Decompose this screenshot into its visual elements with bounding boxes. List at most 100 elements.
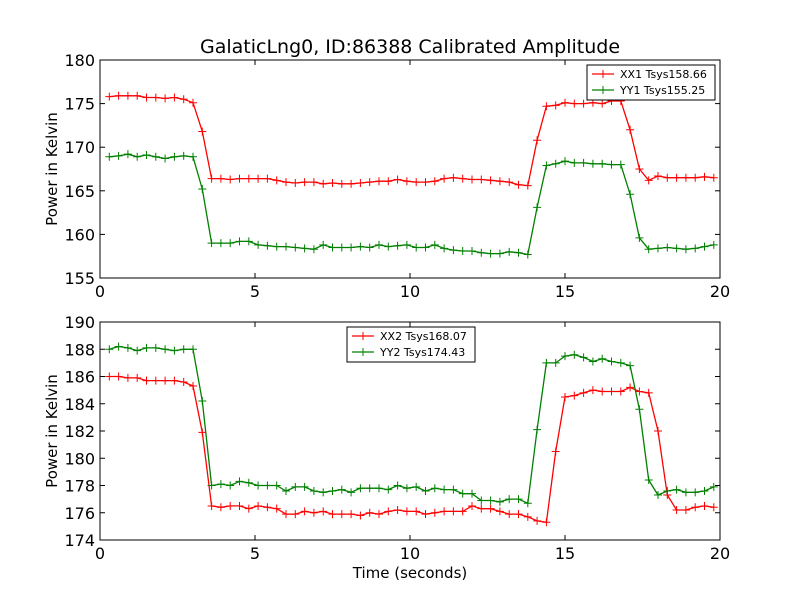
y-tick-label: 190 — [64, 313, 95, 332]
data-point — [430, 484, 439, 493]
data-point — [598, 99, 607, 108]
data-point — [477, 504, 486, 513]
data-point — [207, 239, 216, 248]
data-point — [561, 157, 569, 166]
x-tick-label: 15 — [555, 544, 575, 563]
data-point — [663, 486, 672, 495]
data-point — [142, 151, 151, 160]
data-point — [337, 485, 346, 494]
data-point — [356, 511, 365, 520]
data-point — [384, 177, 393, 186]
x-tick-label: 0 — [95, 544, 105, 563]
data-point — [681, 245, 690, 254]
data-point — [291, 178, 300, 187]
data-point — [681, 488, 690, 497]
data-point — [440, 244, 449, 253]
data-point — [588, 386, 597, 395]
data-point — [635, 233, 644, 242]
data-point — [263, 503, 272, 512]
legend: XX1 Tsys158.66 YY1 Tsys155.25 — [586, 64, 716, 101]
data-point — [272, 481, 281, 490]
data-point — [235, 477, 244, 486]
data-point — [254, 501, 263, 510]
data-point — [151, 343, 160, 352]
data-point — [551, 447, 560, 456]
data-point — [505, 178, 514, 187]
data-point — [672, 485, 681, 494]
data-point — [244, 504, 253, 513]
data-point — [142, 343, 151, 352]
data-point — [654, 171, 662, 180]
data-point — [282, 510, 290, 519]
data-point — [691, 244, 700, 253]
data-point — [663, 243, 672, 252]
data-point — [337, 179, 346, 188]
data-point — [114, 342, 123, 351]
data-point — [235, 174, 244, 183]
data-point — [644, 176, 653, 185]
data-point — [626, 361, 635, 370]
data-point — [402, 177, 411, 186]
data-point — [570, 158, 579, 167]
y-tick-label: 160 — [64, 225, 95, 244]
data-point — [161, 376, 170, 385]
data-point — [365, 243, 374, 252]
data-point — [672, 506, 681, 515]
data-point — [644, 388, 653, 397]
data-point — [505, 510, 514, 519]
data-point — [709, 503, 718, 512]
data-point — [551, 101, 560, 110]
data-point — [598, 354, 607, 363]
data-point — [486, 249, 495, 258]
data-point — [347, 243, 356, 252]
data-point — [626, 383, 635, 392]
x-tick-label: 0 — [95, 282, 105, 301]
y-tick-label: 188 — [64, 340, 95, 359]
data-point — [198, 127, 207, 136]
x-tick-label: 15 — [555, 282, 575, 301]
data-point — [486, 496, 495, 505]
data-point — [105, 92, 114, 101]
y-tick-label: 175 — [64, 95, 95, 114]
data-point — [607, 387, 616, 396]
data-point — [263, 481, 272, 490]
data-point — [309, 486, 318, 495]
data-point — [468, 501, 476, 510]
x-axis-label: Time (seconds) — [352, 564, 468, 582]
data-point — [514, 495, 523, 504]
data-point — [421, 486, 430, 495]
data-point — [477, 496, 486, 505]
data-point — [402, 507, 411, 516]
legend-box — [346, 326, 476, 363]
data-point — [328, 178, 337, 187]
data-point — [226, 175, 235, 184]
data-point — [700, 242, 709, 251]
data-point — [458, 174, 467, 183]
data-point — [375, 240, 383, 249]
data-point — [691, 173, 700, 182]
chart-panel-1: 0 5 10 15 20 155 160 165 170 175 180 Power in Kelvi… — [43, 51, 730, 301]
data-point — [189, 382, 197, 391]
data-point — [449, 173, 458, 182]
data-point — [309, 508, 318, 517]
data-point — [291, 510, 300, 519]
data-point — [384, 507, 393, 516]
data-point — [328, 486, 337, 495]
data-point — [505, 247, 514, 256]
data-point — [542, 161, 551, 170]
data-point — [709, 240, 718, 249]
y-axis-label: Power in Kelvin — [43, 374, 61, 488]
data-point — [542, 358, 551, 367]
data-point — [114, 91, 123, 100]
x-tick-label: 20 — [710, 282, 730, 301]
data-point — [393, 175, 402, 184]
data-point — [644, 245, 653, 254]
data-point — [282, 486, 290, 495]
data-point — [495, 249, 504, 258]
data-point — [412, 243, 421, 252]
data-point — [161, 345, 170, 354]
x-tick-label: 5 — [250, 544, 260, 563]
data-point — [644, 476, 653, 485]
data-point — [309, 178, 318, 187]
data-point — [505, 495, 514, 504]
